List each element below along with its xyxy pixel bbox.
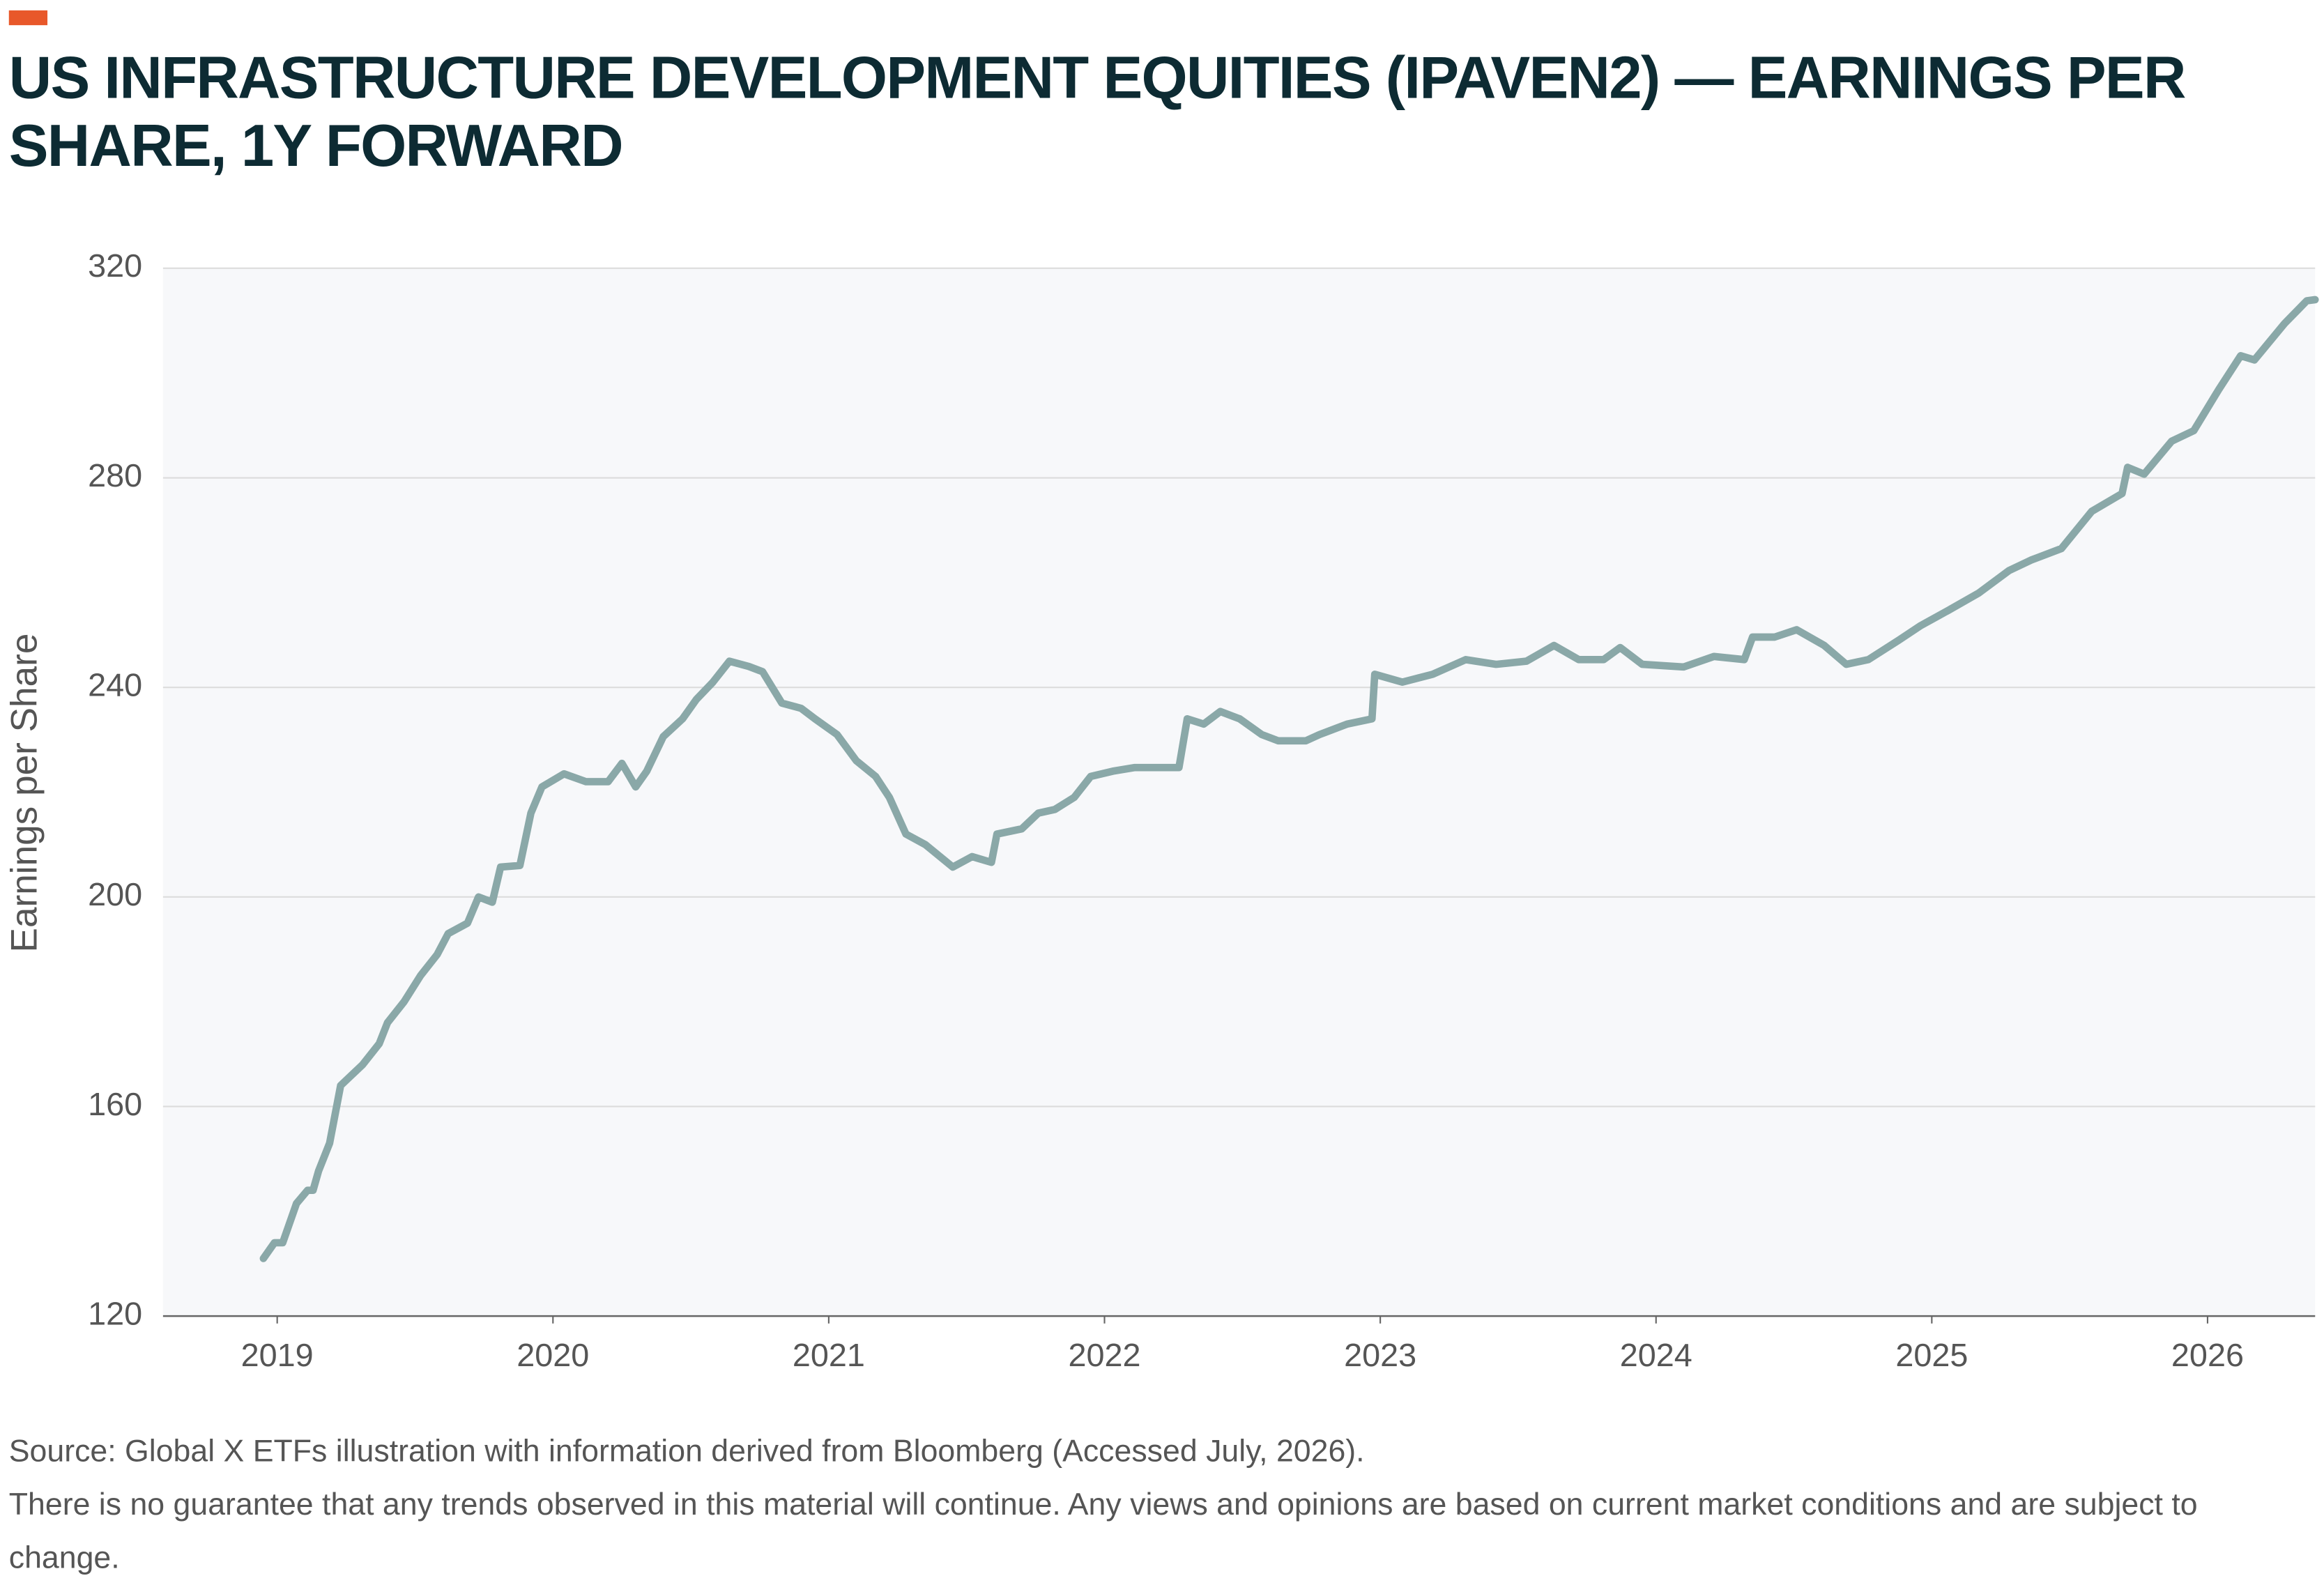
- y-tick-label: 280: [88, 457, 142, 493]
- x-tick-label: 2025: [1895, 1337, 1968, 1373]
- accent-bar: [8, 10, 48, 26]
- data-line: [259, 296, 2319, 1262]
- y-tick-label: 160: [88, 1086, 142, 1122]
- x-tick-label: 2021: [793, 1337, 865, 1373]
- x-tick-label: 2022: [1068, 1337, 1140, 1373]
- source: Source: Global X ETFs illustration with …: [8, 1434, 1365, 1469]
- x-tick-label: 2024: [1620, 1337, 1692, 1373]
- x-tick-label: 2026: [2171, 1337, 2244, 1373]
- y-tick-label: 240: [88, 667, 142, 703]
- y-tick-label: 200: [88, 876, 142, 912]
- x-tick-label: 2020: [517, 1337, 589, 1373]
- plot-background: [162, 268, 2316, 1317]
- disclaimer: There is no guarantee that any trends ob…: [8, 1487, 2198, 1576]
- chart-title: US INFRASTRUCTURE DEVELOPMENT EQUITIES (…: [8, 45, 2187, 180]
- y-tick-label: 320: [88, 247, 142, 284]
- x-tick-label: 2019: [241, 1337, 314, 1373]
- footnotes: Source: Global X ETFs illustration with …: [9, 1425, 2291, 1586]
- y-axis-label: Earnings per Share: [3, 634, 45, 953]
- x-tick-label: 2023: [1344, 1337, 1416, 1373]
- y-tick-label: 120: [88, 1295, 142, 1331]
- chart: Earnings per Share 120 160 200 240 280 320 201…: [3, 247, 2319, 1373]
